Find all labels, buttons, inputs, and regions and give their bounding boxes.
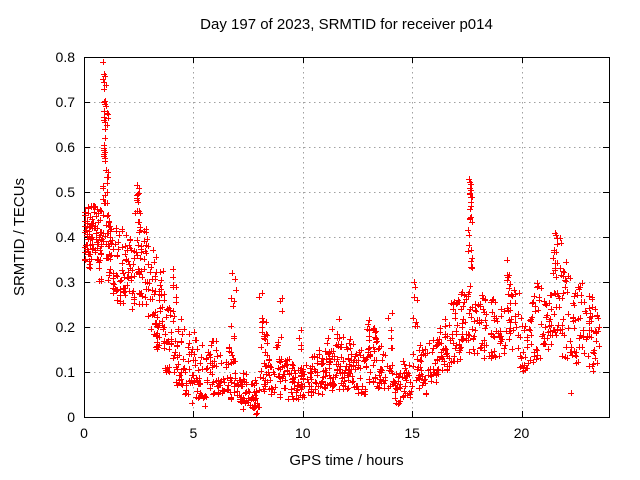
scatter-points: [82, 59, 602, 417]
x-tick-label: 20: [514, 425, 530, 441]
x-tick-label: 5: [189, 425, 197, 441]
y-tick-label: 0.6: [56, 139, 76, 155]
x-tick-label: 0: [80, 425, 88, 441]
y-tick-label: 0: [67, 409, 75, 425]
y-tick-label: 0.2: [56, 319, 76, 335]
y-tick-label: 0.7: [56, 94, 76, 110]
x-tick-label: 10: [295, 425, 311, 441]
y-tick-label: 0.1: [56, 364, 76, 380]
x-tick-label: 15: [404, 425, 420, 441]
data-points-path: [82, 59, 602, 417]
y-tick-label: 0.4: [56, 229, 76, 245]
x-axis-title: GPS time / hours: [289, 452, 404, 469]
chart-title: Day 197 of 2023, SRMTID for receiver p01…: [200, 16, 493, 33]
y-tick-label: 0.8: [56, 49, 76, 65]
grid-lines: [84, 57, 609, 417]
axis-tick-labels: 0 5 10 15 20 0 0.1 0.2 0.3 0.4 0.5 0.6 0.7 0.8: [56, 49, 530, 441]
y-tick-label: 0.3: [56, 274, 76, 290]
y-tick-label: 0.5: [56, 184, 76, 200]
